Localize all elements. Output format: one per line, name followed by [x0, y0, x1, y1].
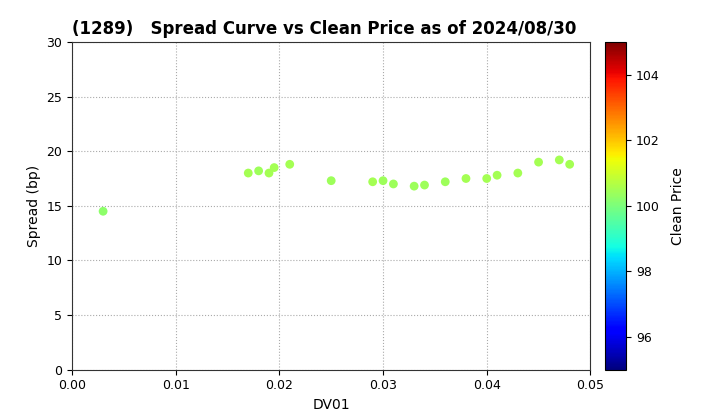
- Point: [269, 164, 280, 171]
- Point: [481, 175, 492, 182]
- Point: [325, 177, 337, 184]
- X-axis label: DV01: DV01: [312, 398, 350, 412]
- Y-axis label: Clean Price: Clean Price: [671, 167, 685, 245]
- Text: (1289)   Spread Curve vs Clean Price as of 2024/08/30: (1289) Spread Curve vs Clean Price as of…: [72, 20, 577, 38]
- Y-axis label: Spread (bp): Spread (bp): [27, 165, 41, 247]
- Point: [564, 161, 575, 168]
- Point: [460, 175, 472, 182]
- Point: [554, 157, 565, 163]
- Point: [367, 178, 379, 185]
- Point: [512, 170, 523, 176]
- Point: [284, 161, 295, 168]
- Point: [253, 168, 264, 174]
- Point: [97, 208, 109, 215]
- Point: [419, 182, 431, 189]
- Point: [439, 178, 451, 185]
- Point: [387, 181, 399, 187]
- Point: [408, 183, 420, 189]
- Point: [491, 172, 503, 178]
- Point: [533, 159, 544, 165]
- Point: [264, 170, 275, 176]
- Point: [243, 170, 254, 176]
- Point: [377, 177, 389, 184]
